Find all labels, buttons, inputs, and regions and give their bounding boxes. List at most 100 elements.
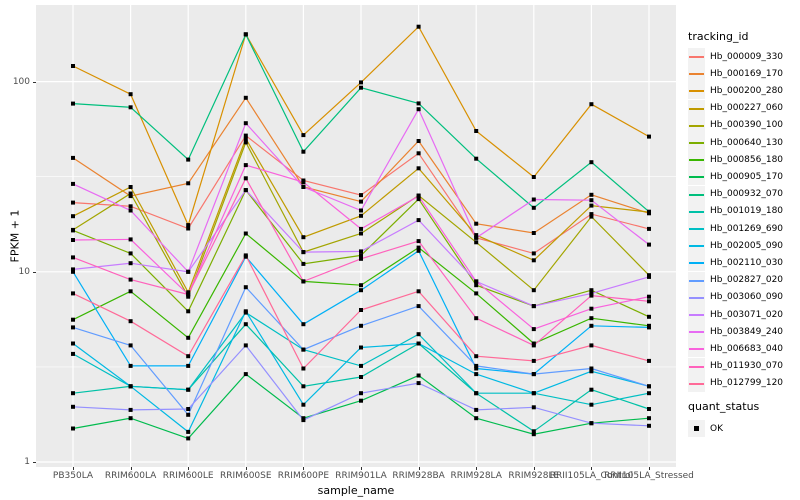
data-point	[71, 155, 75, 160]
data-point	[71, 255, 75, 260]
data-point	[416, 151, 421, 156]
data-point	[301, 180, 306, 185]
data-point	[301, 402, 306, 407]
data-point	[128, 194, 133, 199]
data-point	[474, 291, 479, 296]
data-point	[186, 181, 191, 186]
data-point	[128, 384, 133, 389]
legend-label: OK	[710, 423, 723, 434]
data-point	[589, 421, 594, 426]
data-point	[186, 412, 191, 417]
data-point	[589, 306, 594, 311]
data-point	[416, 341, 421, 346]
plot-svg	[36, 5, 676, 467]
x-tick-label: RRIM928LA	[450, 471, 502, 481]
legend-key	[688, 99, 705, 117]
data-point	[647, 391, 651, 396]
data-point	[416, 166, 421, 171]
y-tick-mark	[33, 81, 36, 83]
y-axis-title: FPKM + 1	[8, 209, 22, 263]
data-point	[474, 416, 479, 421]
legend-entry: Hb_002005_090	[688, 237, 783, 255]
data-point	[301, 133, 306, 138]
y-tick-mark	[33, 271, 36, 273]
legend-entry: Hb_000905_170	[688, 168, 783, 186]
data-point	[531, 231, 536, 235]
y-tick-label: 1	[24, 457, 30, 467]
legend-entry: Hb_000009_330	[688, 48, 783, 65]
legend-key-line-icon	[689, 56, 704, 58]
legend-label: Hb_001269_690	[710, 223, 784, 234]
legend-key	[688, 65, 705, 83]
data-point	[589, 291, 594, 296]
data-point	[589, 214, 594, 219]
legend-label: Hb_000856_180	[710, 154, 784, 165]
data-point	[301, 347, 306, 352]
x-tick-mark	[130, 467, 132, 470]
legend-key	[688, 306, 705, 323]
data-point	[301, 418, 306, 423]
x-tick-label: RRII105LA_Control	[549, 471, 634, 481]
data-point	[243, 253, 248, 258]
legend-key	[688, 288, 705, 306]
legend-entry: Hb_001269_690	[688, 220, 783, 237]
data-point	[359, 363, 363, 368]
data-point	[416, 101, 421, 106]
data-point	[71, 238, 75, 242]
data-point	[647, 209, 651, 214]
legend-title-tracking-id: tracking_id	[688, 30, 749, 43]
data-point	[359, 345, 363, 350]
data-point	[647, 384, 651, 389]
legend-key	[688, 82, 705, 100]
legend-label: Hb_006683_040	[710, 343, 784, 354]
data-point	[474, 283, 479, 288]
data-point	[531, 405, 536, 410]
legend-entry: Hb_000169_170	[688, 65, 783, 83]
legend-label: Hb_003849_240	[710, 326, 784, 337]
data-point	[128, 261, 133, 266]
data-point	[71, 391, 75, 396]
data-point	[71, 214, 75, 219]
data-point	[186, 269, 191, 274]
data-point	[359, 288, 363, 293]
legend-key-line-icon	[689, 159, 704, 162]
data-point	[71, 269, 75, 274]
data-point	[301, 185, 306, 189]
data-point	[71, 426, 75, 431]
data-point	[359, 199, 363, 204]
data-point	[243, 372, 248, 377]
legend-key	[688, 340, 705, 358]
x-axis-title: sample_name	[317, 484, 395, 497]
x-tick-mark	[73, 467, 74, 470]
data-point	[647, 226, 651, 231]
x-tick-label: RRIM928LE	[508, 471, 560, 481]
legend-label: Hb_011930_070	[710, 361, 784, 372]
y-tick-mark	[33, 462, 36, 463]
data-point	[531, 205, 536, 210]
data-point	[128, 191, 133, 196]
data-point	[647, 314, 651, 319]
data-point	[359, 85, 363, 90]
legend-label: Hb_002827_020	[710, 275, 784, 286]
legend-entry: Hb_002110_030	[688, 254, 783, 272]
legend-key-line-icon	[689, 279, 704, 282]
data-point	[128, 204, 133, 209]
legend-entry: Hb_003849_240	[688, 323, 784, 341]
data-point	[243, 140, 248, 145]
data-point	[474, 221, 479, 226]
data-point	[589, 323, 594, 328]
legend-label: Hb_000640_130	[710, 137, 784, 148]
legend-key-line-icon	[689, 210, 704, 213]
data-point	[243, 176, 248, 181]
legend-key-line-icon	[689, 331, 704, 334]
x-tick-mark	[476, 467, 478, 470]
data-point	[474, 366, 479, 371]
data-point	[359, 375, 363, 379]
data-point	[128, 277, 133, 282]
data-point	[416, 218, 421, 223]
data-point	[531, 175, 536, 179]
data-point	[531, 372, 536, 377]
data-point	[589, 288, 594, 293]
legend-entry: Hb_001019_180	[688, 202, 783, 220]
data-point	[128, 289, 133, 294]
